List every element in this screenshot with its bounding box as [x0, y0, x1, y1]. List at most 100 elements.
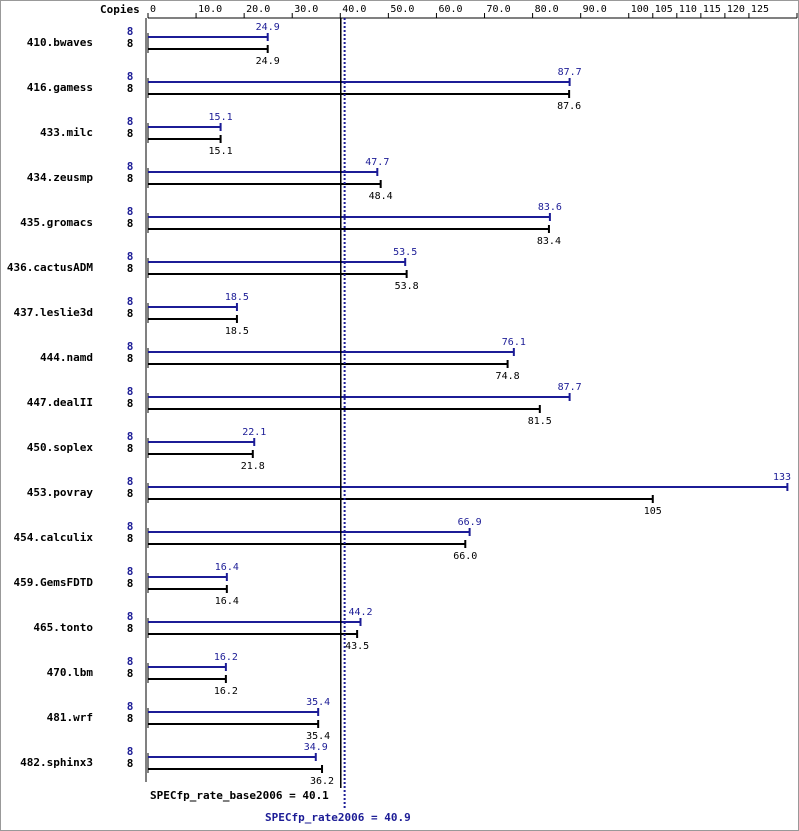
value-label: 53.5	[393, 247, 417, 258]
benchmark-label: 482.sphinx3	[20, 756, 93, 769]
value-label: 18.5	[225, 292, 249, 303]
copies-label: 8	[127, 712, 134, 725]
copies-header: Copies	[100, 3, 140, 16]
copies-label: 8	[127, 520, 134, 533]
x-tick-label: 100	[631, 4, 649, 15]
value-label: 21.8	[241, 461, 265, 472]
copies-label: 8	[127, 475, 134, 488]
value-label: 66.0	[453, 551, 477, 562]
value-label: 105	[644, 506, 662, 517]
copies-label: 8	[127, 115, 134, 128]
copies-label: 8	[127, 82, 134, 95]
value-label: 16.4	[215, 596, 239, 607]
value-label: 83.6	[538, 202, 562, 213]
value-label: 44.2	[348, 607, 372, 618]
value-label: 22.1	[242, 427, 266, 438]
copies-label: 8	[127, 262, 134, 275]
x-tick-label: 70.0	[487, 4, 511, 15]
x-tick-label: 30.0	[294, 4, 318, 15]
copies-label: 8	[127, 25, 134, 38]
copies-label: 8	[127, 622, 134, 635]
value-label: 74.8	[496, 371, 520, 382]
copies-label: 8	[127, 70, 134, 83]
benchmark-label: 410.bwaves	[27, 36, 93, 49]
benchmark-label: 416.gamess	[27, 81, 93, 94]
copies-label: 8	[127, 532, 134, 545]
copies-label: 8	[127, 442, 134, 455]
x-tick-label: 120	[727, 4, 745, 15]
benchmark-label: 444.namd	[40, 351, 93, 364]
x-tick-label: 110	[679, 4, 697, 15]
copies-label: 8	[127, 397, 134, 410]
benchmark-label: 453.povray	[27, 486, 94, 499]
x-tick-label: 10.0	[198, 4, 222, 15]
reference-label: SPECfp_rate_base2006 = 40.1	[150, 789, 329, 802]
x-tick-label: 0	[150, 4, 156, 15]
copies-label: 8	[127, 385, 134, 398]
copies-label: 8	[127, 577, 134, 590]
x-tick-label: 90.0	[583, 4, 607, 15]
value-label: 87.7	[558, 382, 582, 393]
copies-label: 8	[127, 37, 134, 50]
copies-label: 8	[127, 340, 134, 353]
copies-label: 8	[127, 307, 134, 320]
value-label: 35.4	[306, 731, 330, 742]
value-label: 87.6	[557, 101, 581, 112]
benchmark-label: 470.lbm	[47, 666, 94, 679]
copies-label: 8	[127, 205, 134, 218]
benchmark-label: 447.dealII	[27, 396, 93, 409]
x-tick-label: 60.0	[438, 4, 462, 15]
value-label: 16.2	[214, 686, 238, 697]
copies-label: 8	[127, 295, 134, 308]
copies-label: 8	[127, 217, 134, 230]
x-tick-label: 105	[655, 4, 673, 15]
value-label: 48.4	[369, 191, 393, 202]
copies-label: 8	[127, 352, 134, 365]
value-label: 81.5	[528, 416, 552, 427]
benchmark-label: 450.soplex	[27, 441, 94, 454]
benchmark-label: 465.tonto	[33, 621, 93, 634]
value-label: 47.7	[365, 157, 389, 168]
value-label: 83.4	[537, 236, 561, 247]
copies-label: 8	[127, 610, 134, 623]
value-label: 43.5	[345, 641, 369, 652]
value-label: 15.1	[209, 146, 233, 157]
value-label: 24.9	[256, 22, 280, 33]
x-tick-label: 80.0	[535, 4, 559, 15]
value-label: 36.2	[310, 776, 334, 787]
benchmark-label: 436.cactusADM	[7, 261, 93, 274]
copies-label: 8	[127, 127, 134, 140]
x-tick-label: 125	[751, 4, 769, 15]
benchmark-label: 454.calculix	[14, 531, 94, 544]
copies-label: 8	[127, 172, 134, 185]
value-label: 34.9	[304, 742, 328, 753]
value-label: 15.1	[209, 112, 233, 123]
copies-label: 8	[127, 667, 134, 680]
copies-label: 8	[127, 250, 134, 263]
x-tick-label: 50.0	[390, 4, 414, 15]
value-label: 18.5	[225, 326, 249, 337]
value-label: 24.9	[256, 56, 280, 67]
benchmark-label: 481.wrf	[47, 711, 93, 724]
value-label: 66.9	[458, 517, 482, 528]
benchmark-label: 433.milc	[40, 126, 93, 139]
x-tick-label: 20.0	[246, 4, 270, 15]
copies-label: 8	[127, 745, 134, 758]
value-label: 76.1	[502, 337, 526, 348]
value-label: 16.2	[214, 652, 238, 663]
copies-label: 8	[127, 487, 134, 500]
reference-label: SPECfp_rate2006 = 40.9	[265, 811, 411, 824]
x-tick-label: 40.0	[342, 4, 366, 15]
benchmark-label: 434.zeusmp	[27, 171, 94, 184]
x-tick-label: 115	[703, 4, 721, 15]
value-label: 35.4	[306, 697, 330, 708]
benchmark-label: 459.GemsFDTD	[14, 576, 94, 589]
copies-label: 8	[127, 430, 134, 443]
value-label: 16.4	[215, 562, 239, 573]
copies-label: 8	[127, 700, 134, 713]
benchmark-label: 435.gromacs	[20, 216, 93, 229]
copies-label: 8	[127, 565, 134, 578]
copies-label: 8	[127, 160, 134, 173]
